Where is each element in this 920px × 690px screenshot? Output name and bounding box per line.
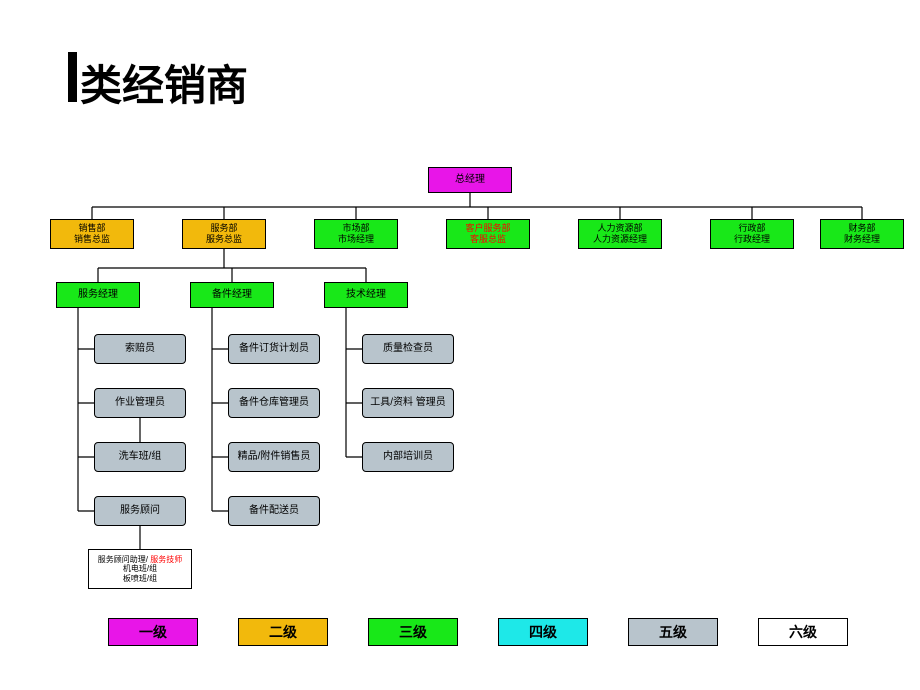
legend-level-2: 二级	[238, 618, 328, 646]
title-accent-bar	[68, 52, 77, 102]
org-node-sa4: 服务顾问	[94, 496, 186, 526]
org-node-pa1: 备件订货计划员	[228, 334, 320, 364]
org-node-sa1: 索赔员	[94, 334, 186, 364]
org-node-pa4: 备件配送员	[228, 496, 320, 526]
page-title: 类经销商	[80, 52, 248, 113]
org-node-ta1: 质量检查员	[362, 334, 454, 364]
org-node-sa5: 服务顾问助理/ 服务技师机电班/组板喷班/组	[88, 549, 192, 589]
org-node-pa2: 备件仓库管理员	[228, 388, 320, 418]
legend-level-1: 一级	[108, 618, 198, 646]
org-node-pa3: 精品/附件销售员	[228, 442, 320, 472]
org-node-market: 市场部市场经理	[314, 219, 398, 249]
legend-level-3: 三级	[368, 618, 458, 646]
org-node-service: 服务部服务总监	[182, 219, 266, 249]
org-node-ta2: 工具/资料 管理员	[362, 388, 454, 418]
org-node-sa3: 洗车班/组	[94, 442, 186, 472]
org-node-gm: 总经理	[428, 167, 512, 193]
org-node-ta3: 内部培训员	[362, 442, 454, 472]
org-node-hr: 人力资源部人力资源经理	[578, 219, 662, 249]
org-node-techmgr: 技术经理	[324, 282, 408, 308]
org-node-sa2: 作业管理员	[94, 388, 186, 418]
org-node-admin: 行政部行政经理	[710, 219, 794, 249]
org-node-cs: 客户服务部客服总监	[446, 219, 530, 249]
legend-level-5: 五级	[628, 618, 718, 646]
org-node-sales: 销售部销售总监	[50, 219, 134, 249]
org-node-partsmgr: 备件经理	[190, 282, 274, 308]
legend-level-4: 四级	[498, 618, 588, 646]
legend-level-6: 六级	[758, 618, 848, 646]
org-node-finance: 财务部财务经理	[820, 219, 904, 249]
org-node-svcmgr: 服务经理	[56, 282, 140, 308]
